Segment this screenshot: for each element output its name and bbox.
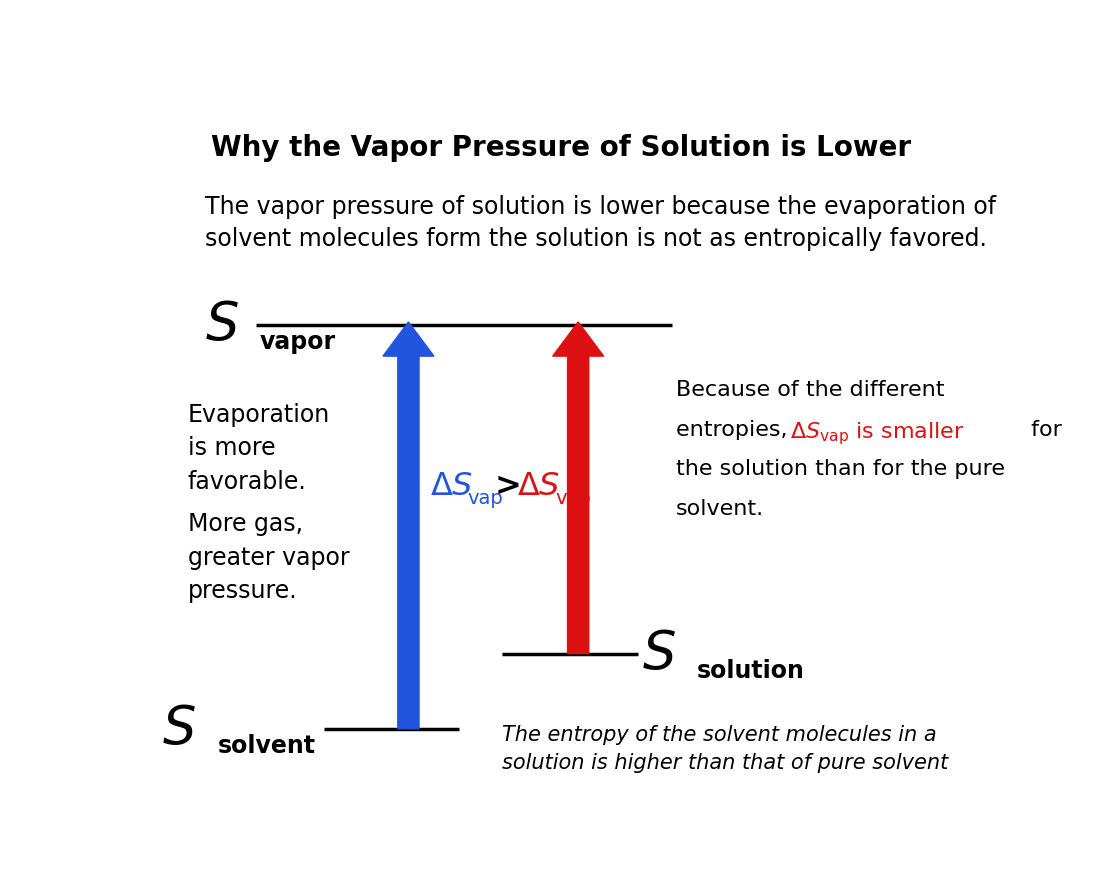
- Text: $\mathit{S}$: $\mathit{S}$: [205, 299, 239, 352]
- Text: $\Delta S$: $\Delta S$: [429, 471, 473, 502]
- Text: entropies,: entropies,: [676, 420, 794, 440]
- FancyArrow shape: [553, 322, 603, 654]
- Text: solution: solution: [696, 659, 805, 683]
- Text: More gas,
greater vapor
pressure.: More gas, greater vapor pressure.: [188, 512, 349, 603]
- Text: vap: vap: [468, 489, 504, 508]
- Text: Evaporation
is more
favorable.: Evaporation is more favorable.: [188, 403, 330, 494]
- Text: solvent: solvent: [218, 733, 315, 757]
- Text: The entropy of the solvent molecules in a
solution is higher than that of pure s: The entropy of the solvent molecules in …: [502, 725, 948, 773]
- Text: The vapor pressure of solution is lower because the evaporation of
solvent molec: The vapor pressure of solution is lower …: [205, 195, 995, 250]
- Text: vap: vap: [555, 489, 591, 508]
- Text: the solution than for the pure: the solution than for the pure: [676, 459, 1005, 480]
- Text: >: >: [495, 471, 522, 502]
- Text: vapor: vapor: [260, 330, 336, 354]
- Text: for: for: [1024, 420, 1061, 440]
- FancyArrow shape: [383, 322, 434, 729]
- Text: $\Delta S$: $\Delta S$: [517, 471, 561, 502]
- Text: Because of the different: Because of the different: [676, 380, 944, 400]
- Text: $\mathit{S}$: $\mathit{S}$: [162, 702, 196, 755]
- Text: solvent.: solvent.: [676, 499, 764, 519]
- Text: $\mathit{S}$: $\mathit{S}$: [642, 628, 676, 679]
- Text: Why the Vapor Pressure of Solution is Lower: Why the Vapor Pressure of Solution is Lo…: [211, 133, 911, 162]
- Text: $\Delta S_\mathrm{vap}$ is smaller: $\Delta S_\mathrm{vap}$ is smaller: [791, 420, 965, 447]
